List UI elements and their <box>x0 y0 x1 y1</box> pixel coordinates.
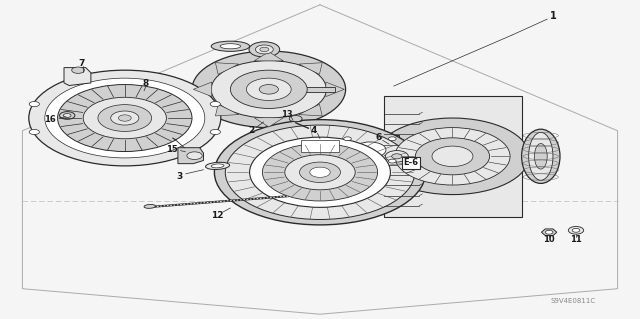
Circle shape <box>388 137 396 141</box>
Circle shape <box>432 146 473 167</box>
Text: 16: 16 <box>44 115 56 124</box>
Circle shape <box>249 42 280 57</box>
Circle shape <box>230 70 307 108</box>
Circle shape <box>210 101 220 107</box>
Polygon shape <box>216 63 239 74</box>
Circle shape <box>300 162 340 182</box>
Text: 8: 8 <box>143 79 149 88</box>
Circle shape <box>285 155 355 190</box>
Circle shape <box>111 111 139 125</box>
Text: 4: 4 <box>310 126 317 135</box>
Circle shape <box>72 67 84 73</box>
Circle shape <box>354 142 386 158</box>
Circle shape <box>310 167 330 177</box>
Circle shape <box>58 85 192 152</box>
Circle shape <box>289 115 302 122</box>
Text: S9V4E0811C: S9V4E0811C <box>550 299 595 304</box>
Ellipse shape <box>220 44 241 49</box>
Circle shape <box>214 120 426 225</box>
Ellipse shape <box>211 41 250 51</box>
Circle shape <box>29 70 221 166</box>
Circle shape <box>392 154 402 159</box>
Circle shape <box>45 78 205 158</box>
Text: 3: 3 <box>176 172 182 181</box>
Ellipse shape <box>144 204 156 208</box>
Text: 11: 11 <box>570 235 582 244</box>
Circle shape <box>210 130 220 135</box>
Polygon shape <box>178 148 204 164</box>
Polygon shape <box>301 140 339 152</box>
Text: E-6: E-6 <box>403 158 419 167</box>
Polygon shape <box>254 52 284 61</box>
Circle shape <box>246 78 291 100</box>
Circle shape <box>63 114 71 117</box>
Polygon shape <box>193 82 212 97</box>
Circle shape <box>29 101 40 107</box>
Polygon shape <box>326 82 344 97</box>
Circle shape <box>211 61 326 118</box>
Polygon shape <box>216 104 239 116</box>
Circle shape <box>255 45 273 54</box>
Circle shape <box>260 47 269 52</box>
Circle shape <box>395 128 510 185</box>
Text: 1: 1 <box>550 11 557 21</box>
Circle shape <box>118 115 131 121</box>
Circle shape <box>376 118 529 195</box>
Polygon shape <box>341 135 399 165</box>
Circle shape <box>262 144 378 201</box>
Polygon shape <box>384 96 522 217</box>
Circle shape <box>388 159 396 163</box>
Text: 7: 7 <box>79 59 85 68</box>
Ellipse shape <box>534 144 547 169</box>
Circle shape <box>83 97 166 139</box>
Circle shape <box>187 152 202 160</box>
Text: 15: 15 <box>166 145 177 154</box>
Polygon shape <box>64 68 91 85</box>
Text: 2: 2 <box>248 126 254 135</box>
Circle shape <box>259 85 278 94</box>
Polygon shape <box>254 118 284 127</box>
Bar <box>306 87 335 92</box>
Circle shape <box>192 51 346 128</box>
Circle shape <box>378 147 416 166</box>
Circle shape <box>344 137 351 141</box>
Ellipse shape <box>522 129 560 183</box>
Ellipse shape <box>205 162 230 169</box>
Circle shape <box>29 130 40 135</box>
Circle shape <box>60 112 75 119</box>
Text: 10: 10 <box>543 235 555 244</box>
Text: 12: 12 <box>211 211 224 220</box>
Ellipse shape <box>529 132 553 180</box>
Circle shape <box>415 138 490 175</box>
Polygon shape <box>299 104 322 116</box>
Polygon shape <box>299 63 322 74</box>
Circle shape <box>344 159 351 163</box>
Ellipse shape <box>211 164 224 168</box>
Circle shape <box>250 137 390 207</box>
Circle shape <box>225 125 415 219</box>
Polygon shape <box>541 229 557 235</box>
Circle shape <box>98 105 152 131</box>
Circle shape <box>545 230 553 234</box>
Circle shape <box>572 228 580 232</box>
Circle shape <box>568 226 584 234</box>
Circle shape <box>385 151 408 162</box>
Text: 6: 6 <box>376 133 382 142</box>
Text: 13: 13 <box>281 110 292 119</box>
